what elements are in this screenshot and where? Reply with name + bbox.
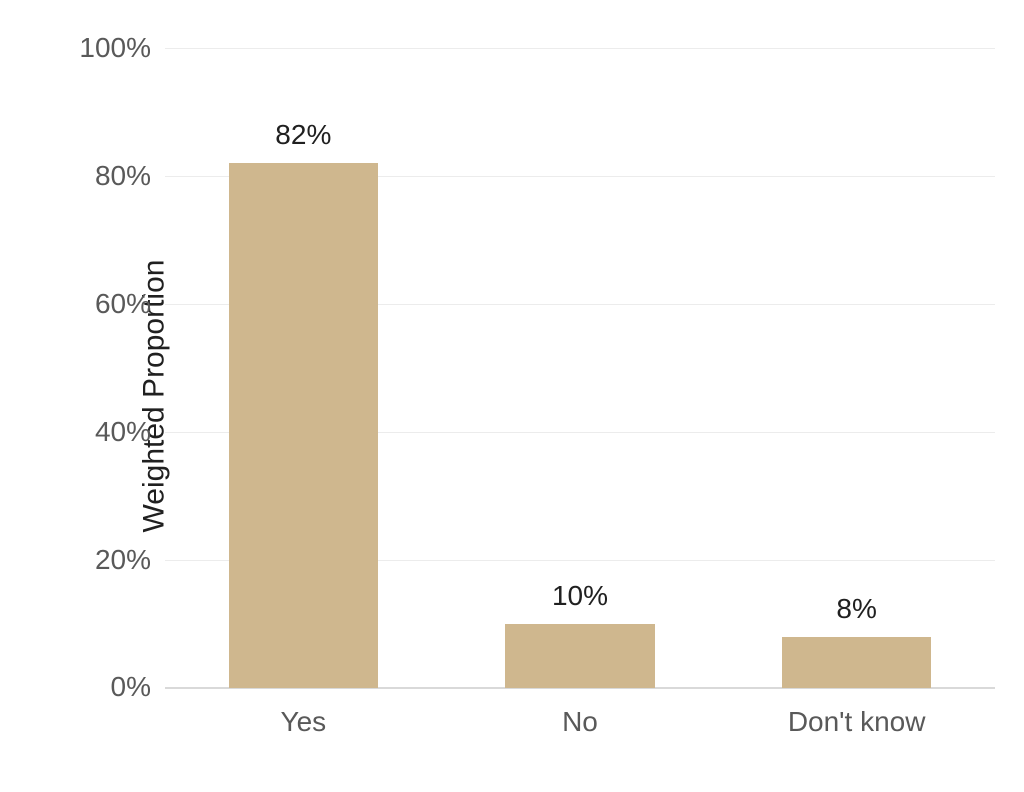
y-tick-100: 100% xyxy=(79,32,151,64)
x-category-yes: Yes xyxy=(280,706,326,738)
x-category-dontknow: Don't know xyxy=(788,706,926,738)
y-tick-40: 40% xyxy=(95,416,151,448)
bar-value-yes: 82% xyxy=(275,119,331,151)
bar-value-no: 10% xyxy=(552,580,608,612)
bar-chart: Weighted Proportion 100% 80% 60% 40% 20%… xyxy=(0,0,1024,792)
bar-value-dontknow: 8% xyxy=(836,593,876,625)
bar-group-yes: 82% Yes xyxy=(165,48,442,688)
bar-no xyxy=(505,624,654,688)
y-tick-20: 20% xyxy=(95,544,151,576)
plot-area: 100% 80% 60% 40% 20% 0% 82% Yes 10% xyxy=(165,48,995,688)
y-tick-0: 0% xyxy=(111,671,151,703)
bar-group-dontknow: 8% Don't know xyxy=(718,48,995,688)
x-category-no: No xyxy=(562,706,598,738)
y-tick-80: 80% xyxy=(95,160,151,192)
bar-group-no: 10% No xyxy=(442,48,719,688)
y-tick-60: 60% xyxy=(95,288,151,320)
bar-yes xyxy=(229,163,378,688)
bar-dontknow xyxy=(782,637,931,688)
bars-container: 82% Yes 10% No 8% Don't know xyxy=(165,48,995,688)
